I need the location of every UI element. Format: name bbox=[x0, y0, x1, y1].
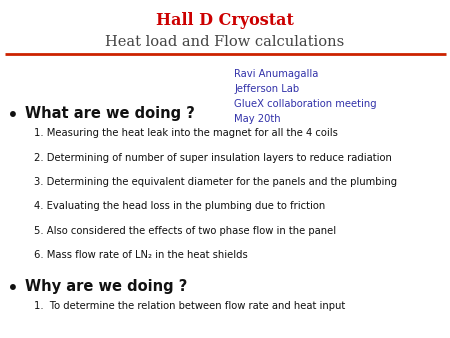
Text: What are we doing ?: What are we doing ? bbox=[25, 106, 194, 121]
Text: •: • bbox=[7, 279, 18, 298]
Text: 2. Determining of number of super insulation layers to reduce radiation: 2. Determining of number of super insula… bbox=[34, 153, 392, 163]
Text: Hall D Cryostat: Hall D Cryostat bbox=[156, 12, 294, 29]
Text: 6. Mass flow rate of LN₂ in the heat shields: 6. Mass flow rate of LN₂ in the heat shi… bbox=[34, 250, 248, 260]
Text: Why are we doing ?: Why are we doing ? bbox=[25, 279, 187, 294]
Text: 1. Measuring the heat leak into the magnet for all the 4 coils: 1. Measuring the heat leak into the magn… bbox=[34, 128, 338, 139]
Text: •: • bbox=[7, 106, 18, 125]
Text: Heat load and Flow calculations: Heat load and Flow calculations bbox=[105, 35, 345, 49]
Text: 3. Determining the equivalent diameter for the panels and the plumbing: 3. Determining the equivalent diameter f… bbox=[34, 177, 397, 187]
Text: 1.  To determine the relation between flow rate and heat input: 1. To determine the relation between flo… bbox=[34, 301, 345, 311]
Text: Ravi Anumagalla
Jefferson Lab
GlueX collaboration meeting
May 20th: Ravi Anumagalla Jefferson Lab GlueX coll… bbox=[234, 69, 377, 124]
Text: 4. Evaluating the head loss in the plumbing due to friction: 4. Evaluating the head loss in the plumb… bbox=[34, 201, 325, 212]
Text: 5. Also considered the effects of two phase flow in the panel: 5. Also considered the effects of two ph… bbox=[34, 226, 336, 236]
